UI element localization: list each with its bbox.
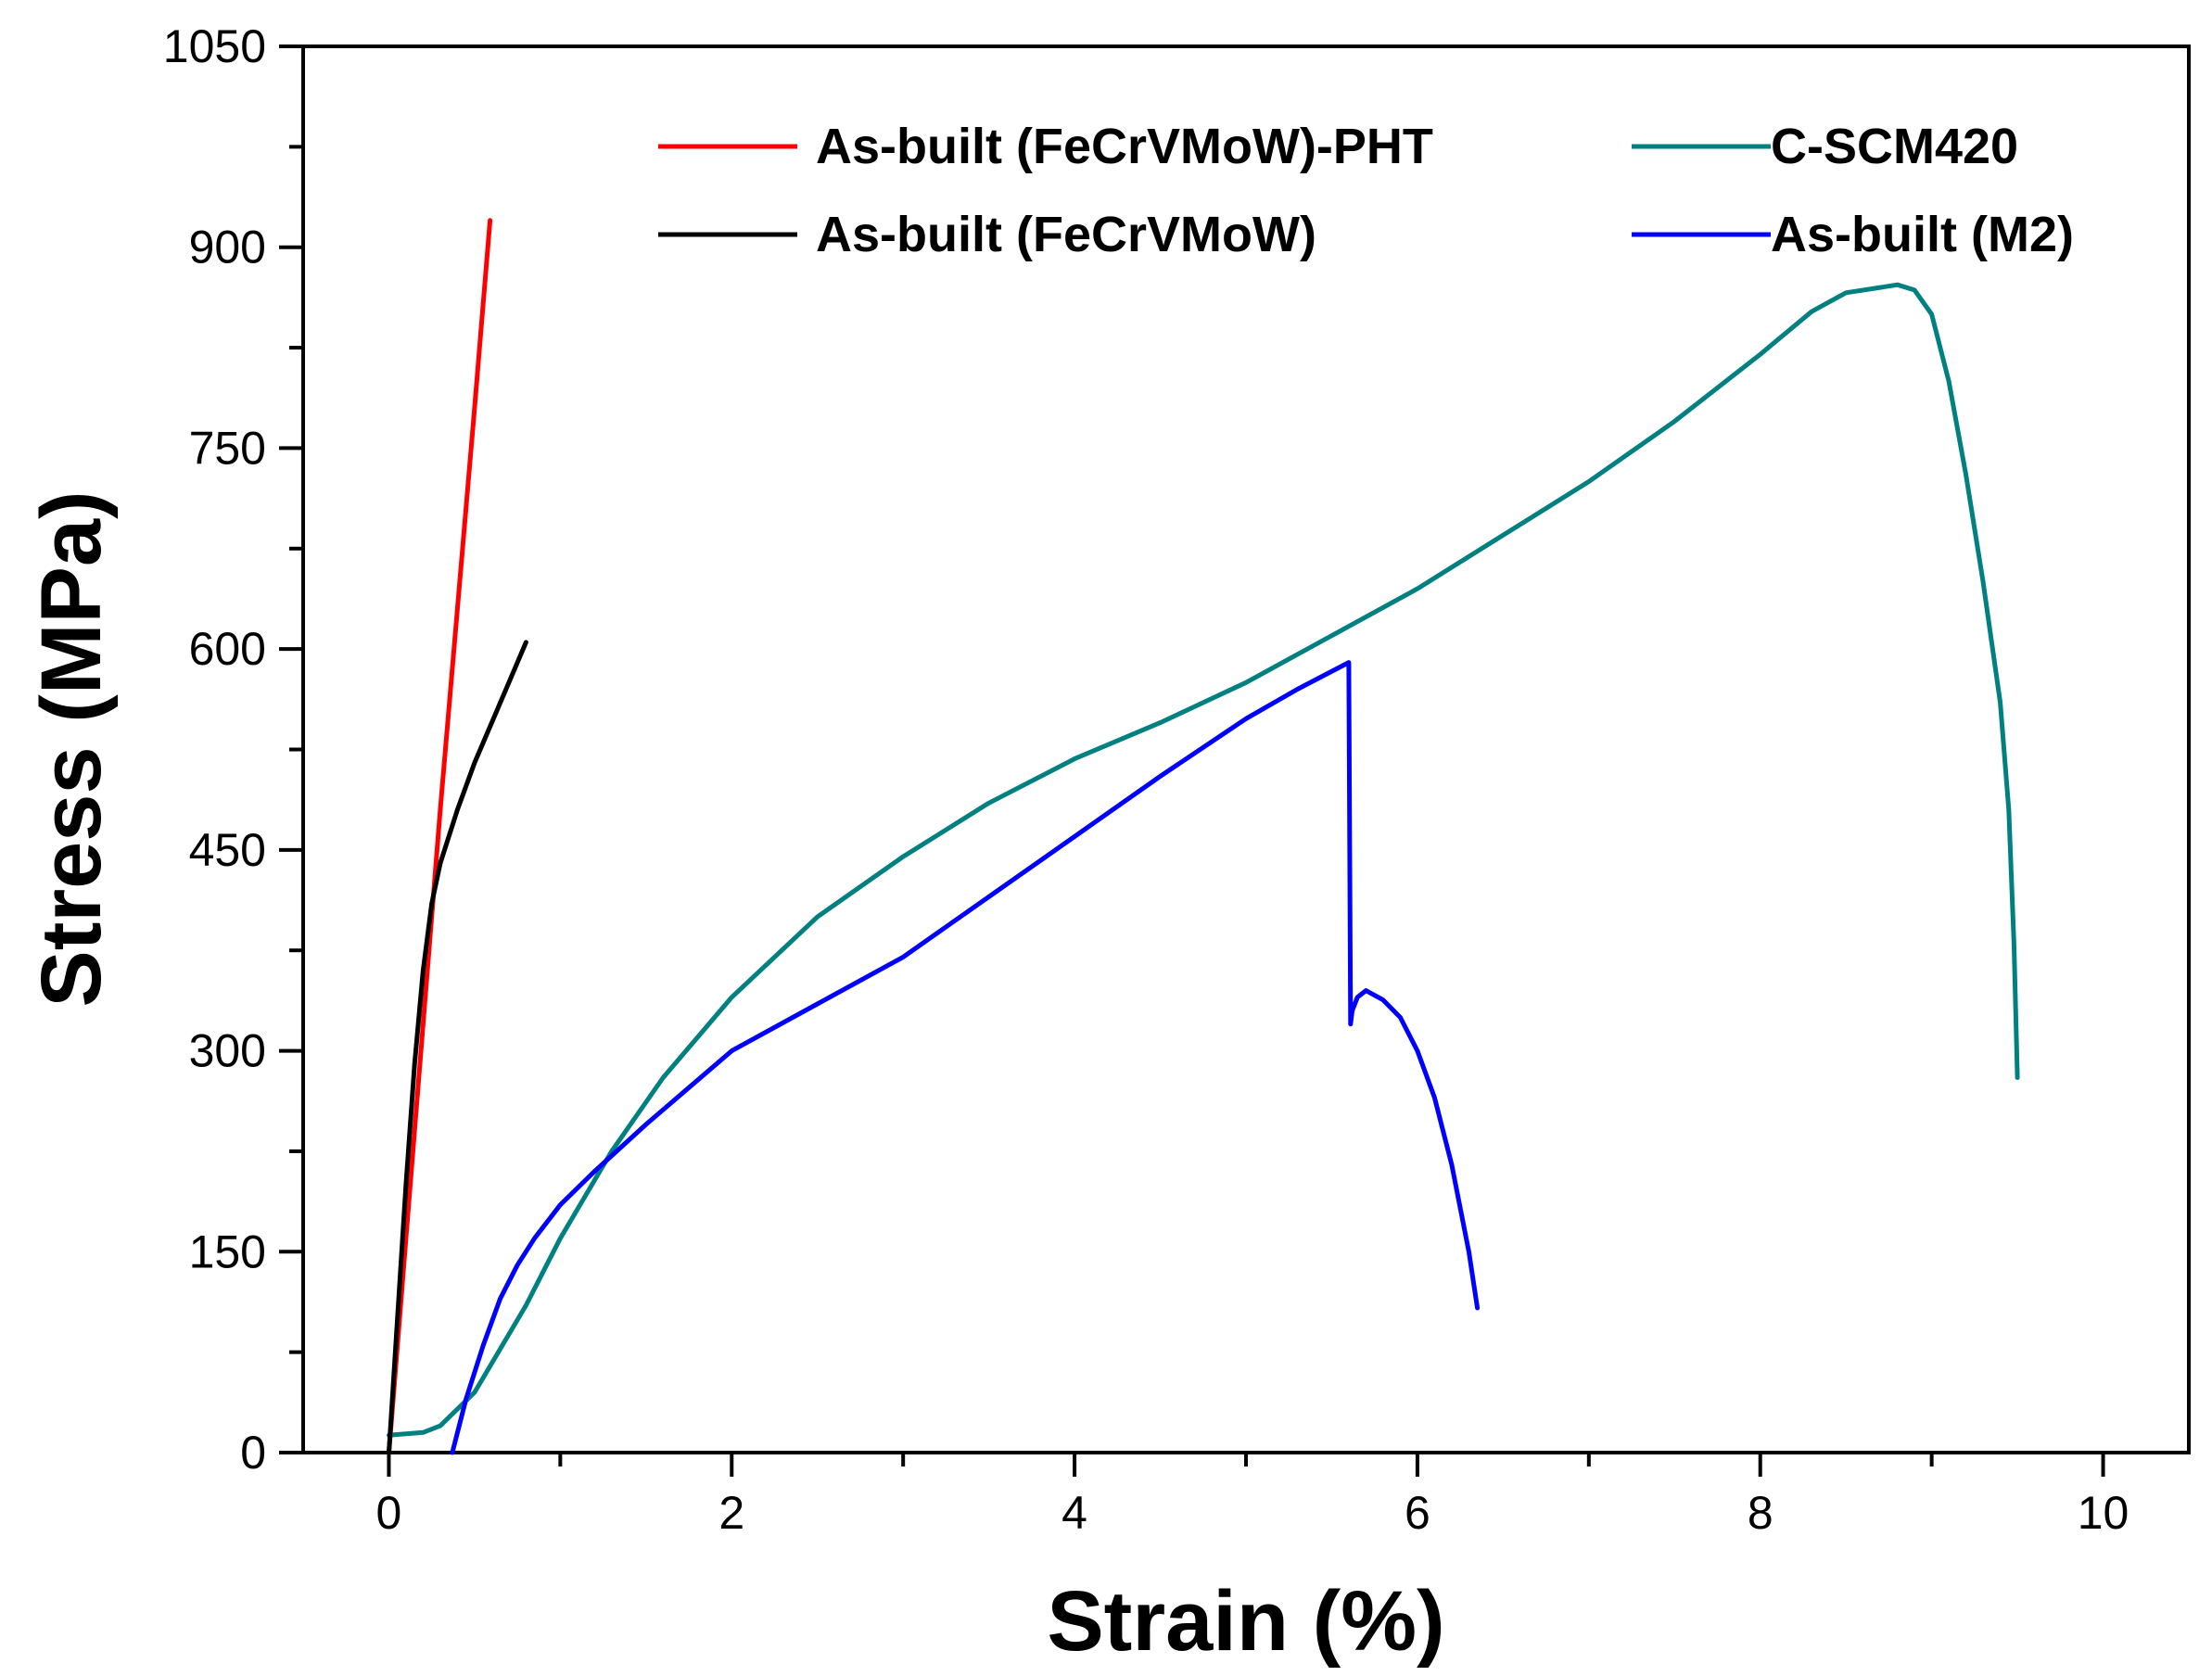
y-tick-label: 150 [189, 1225, 266, 1277]
legend: As-built (FeCrVMoW)-PHT C-SCM420 As-buil… [658, 119, 2074, 262]
x-tick-label: 10 [2078, 1487, 2129, 1539]
x-tick-label: 8 [1748, 1487, 1773, 1539]
y-tick-label: 300 [189, 1025, 266, 1077]
y-tick-label: 600 [189, 623, 266, 675]
x-tick-label: 0 [376, 1487, 402, 1539]
legend-label-m2: As-built (M2) [1771, 207, 2074, 262]
legend-label-fecrvmow: As-built (FeCrVMoW) [816, 207, 1316, 262]
series-line-as-built-fecrvmow-pht [387, 218, 493, 1455]
legend-label-pht: As-built (FeCrVMoW)-PHT [816, 119, 1433, 174]
y-axis-ticks: 0 150 300 450 600 750 900 1050 [163, 20, 303, 1479]
y-tick-label: 900 [189, 222, 266, 273]
x-tick-label: 6 [1405, 1487, 1430, 1539]
series-lines [387, 218, 2020, 1455]
series-line-c-scm420 [387, 282, 2020, 1438]
x-axis-ticks: 0 2 4 6 8 10 [376, 1453, 2129, 1539]
y-tick-label: 750 [189, 422, 266, 474]
series-line-as-built-m2 [450, 660, 1481, 1455]
y-tick-label: 1050 [163, 20, 266, 72]
y-tick-label: 0 [240, 1427, 266, 1479]
y-axis-title: Stress (MPa) [24, 490, 119, 1007]
x-tick-label: 4 [1062, 1487, 1087, 1539]
x-axis-title: Strain (%) [1047, 1574, 1444, 1669]
series-line-as-built-fecrvmow [387, 640, 528, 1455]
legend-label-scm420: C-SCM420 [1771, 119, 2018, 174]
x-tick-label: 2 [718, 1487, 744, 1539]
y-tick-label: 450 [189, 824, 266, 876]
